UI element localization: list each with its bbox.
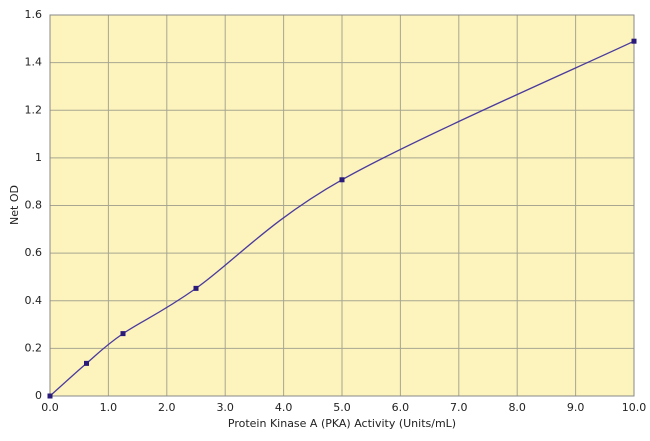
x-tick-label: 1.0	[100, 401, 118, 414]
x-tick-label: 0.0	[41, 401, 59, 414]
x-tick-label: 2.0	[158, 401, 176, 414]
x-axis-label: Protein Kinase A (PKA) Activity (Units/m…	[228, 417, 456, 430]
y-tick-label: 0.8	[25, 199, 43, 212]
x-tick-label: 10.0	[622, 401, 647, 414]
x-tick-label: 3.0	[216, 401, 234, 414]
data-point	[120, 331, 126, 337]
data-point	[84, 360, 89, 366]
y-tick-label: 1.6	[25, 8, 43, 21]
data-point	[47, 393, 53, 399]
y-tick-label: 1.2	[25, 103, 43, 116]
plot-border	[49, 14, 635, 397]
y-tick-label: 0.6	[25, 246, 43, 259]
x-tick-label: 6.0	[392, 401, 410, 414]
y-tick-label: 0	[35, 389, 42, 402]
data-point	[339, 177, 345, 183]
y-tick-label: 1	[35, 151, 42, 164]
x-tick-label: 8.0	[508, 401, 526, 414]
data-point	[631, 38, 637, 44]
y-axis-label: Net OD	[8, 185, 21, 225]
y-tick-label: 0.4	[25, 294, 43, 307]
x-tick-label: 7.0	[450, 401, 468, 414]
x-tick-label: 9.0	[567, 401, 585, 414]
y-tick-label: 1.4	[25, 56, 43, 69]
data-point	[193, 285, 199, 291]
x-tick-label: 5.0	[333, 401, 351, 414]
y-tick-label: 0.2	[25, 341, 43, 354]
x-tick-label: 4.0	[275, 401, 293, 414]
